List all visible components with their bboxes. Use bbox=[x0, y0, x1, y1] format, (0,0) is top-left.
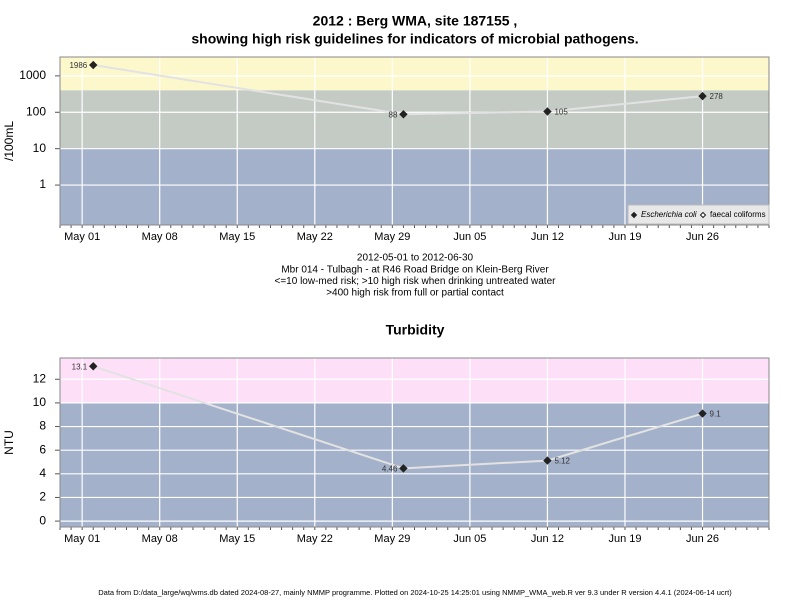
caption-line: <=10 low-med risk; >10 high risk when dr… bbox=[275, 276, 557, 287]
y-tick-label: 10 bbox=[33, 395, 47, 409]
x-tick-label: May 08 bbox=[142, 231, 178, 243]
y-tick-label: 12 bbox=[33, 371, 47, 385]
risk-band bbox=[60, 402, 769, 527]
x-tick-label: May 01 bbox=[64, 533, 100, 545]
x-tick-label: May 22 bbox=[297, 231, 333, 243]
data-label: 278 bbox=[710, 92, 724, 101]
data-point bbox=[543, 107, 552, 116]
x-tick-label: Jun 19 bbox=[608, 533, 641, 545]
x-tick-label: May 22 bbox=[297, 533, 333, 545]
data-point bbox=[89, 362, 98, 371]
y-tick-label: 1000 bbox=[19, 68, 46, 82]
data-label: 88 bbox=[389, 110, 398, 119]
y-tick-label: 8 bbox=[39, 419, 46, 433]
data-label: 9.1 bbox=[710, 410, 722, 419]
legend-label: faecal coliforms bbox=[710, 210, 766, 219]
y-tick-label: 10 bbox=[33, 141, 47, 155]
x-tick-label: Jun 19 bbox=[608, 231, 641, 243]
x-tick-label: Jun 26 bbox=[686, 533, 719, 545]
caption-line: 2012-05-01 to 2012-06-30 bbox=[357, 253, 474, 264]
y-axis-label: /100mL bbox=[2, 121, 16, 161]
data-label: 4.46 bbox=[382, 464, 398, 473]
data-point bbox=[698, 409, 707, 418]
data-point bbox=[89, 60, 98, 70]
data-label: 105 bbox=[554, 108, 568, 117]
chart-title: Turbidity bbox=[386, 322, 445, 338]
y-tick-label: 1 bbox=[39, 177, 46, 191]
plot-frame bbox=[59, 56, 770, 226]
x-tick-label: May 01 bbox=[64, 231, 100, 243]
legend-label: Escherichia coli bbox=[641, 210, 697, 219]
caption-line: >400 high risk from full or partial cont… bbox=[326, 288, 504, 299]
y-axis-label: NTU bbox=[2, 430, 16, 455]
data-point bbox=[399, 110, 408, 119]
data-label: 13.1 bbox=[72, 362, 88, 371]
plot-frame bbox=[59, 357, 770, 528]
footer-note: Data from D:/data_large/wq/wms.db dated … bbox=[98, 588, 732, 597]
x-tick-label: May 08 bbox=[142, 533, 178, 545]
caption-line: Mbr 014 - Tulbagh - at R46 Road Bridge o… bbox=[281, 264, 549, 275]
legend-box bbox=[627, 204, 770, 225]
chart-title: 2012 : Berg WMA, site 187155 , bbox=[313, 13, 518, 29]
data-label: 1986 bbox=[69, 61, 87, 70]
x-tick-label: May 15 bbox=[219, 231, 255, 243]
risk-band bbox=[60, 358, 769, 403]
data-point bbox=[399, 464, 408, 473]
x-tick-label: May 29 bbox=[374, 533, 410, 545]
x-tick-label: Jun 05 bbox=[453, 231, 486, 243]
x-tick-label: May 29 bbox=[374, 231, 410, 243]
data-point bbox=[698, 91, 707, 101]
y-tick-label: 6 bbox=[39, 442, 46, 456]
chart-title: showing high risk guidelines for indicat… bbox=[191, 31, 638, 47]
legend-marker bbox=[699, 211, 707, 219]
x-tick-label: Jun 26 bbox=[686, 231, 719, 243]
y-tick-label: 2 bbox=[39, 490, 46, 504]
risk-band bbox=[60, 90, 769, 149]
data-label: 5.12 bbox=[554, 457, 570, 466]
data-line bbox=[93, 64, 703, 116]
risk-band bbox=[60, 57, 769, 91]
y-tick-label: 100 bbox=[26, 104, 46, 118]
legend-marker bbox=[630, 211, 638, 219]
data-line bbox=[92, 365, 703, 470]
x-tick-label: Jun 12 bbox=[531, 533, 564, 545]
y-tick-label: 4 bbox=[39, 466, 46, 480]
x-tick-label: Jun 12 bbox=[531, 231, 564, 243]
data-point bbox=[543, 456, 552, 465]
y-tick-label: 0 bbox=[39, 513, 46, 527]
x-tick-label: May 15 bbox=[219, 533, 255, 545]
x-tick-label: Jun 05 bbox=[453, 533, 486, 545]
